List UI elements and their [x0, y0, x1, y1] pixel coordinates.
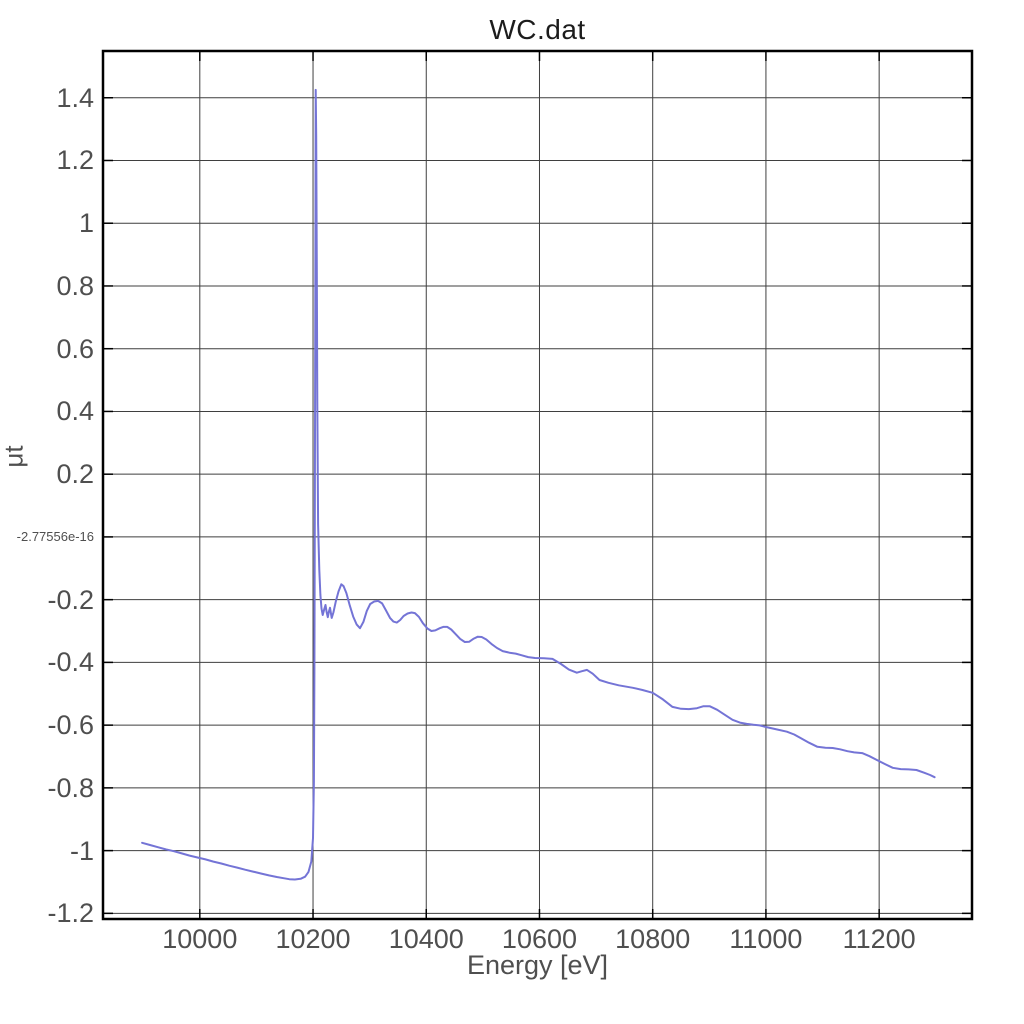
- x-tick-label: 11200: [842, 924, 916, 954]
- x-tick-label: 10600: [501, 924, 578, 954]
- y-tick-label: -2.77556e-16: [16, 528, 94, 544]
- x-tick-label: 10000: [162, 924, 238, 954]
- x-tick-label: 10200: [275, 924, 351, 954]
- x-tick-label: 11000: [729, 924, 803, 954]
- y-tick-label: 1: [78, 208, 94, 239]
- y-axis-title: μt: [0, 445, 29, 468]
- y-tick-label: 0.4: [56, 396, 94, 427]
- x-axis-title: Energy [eV]: [466, 950, 609, 980]
- x-tick-label: 10800: [615, 924, 691, 954]
- y-tick-label: -0.2: [47, 584, 94, 615]
- plot-border: [101, 49, 974, 921]
- y-tick-label: -1: [69, 835, 94, 866]
- y-tick-label: -1.2: [47, 898, 94, 929]
- x-tick-label: 10400: [388, 924, 464, 954]
- y-tick-label: -0.6: [47, 710, 94, 741]
- data-series-line: [141, 88, 936, 881]
- chart-title: WC.dat: [489, 14, 586, 45]
- y-tick-label: 0.2: [56, 459, 94, 490]
- y-tick-label: -0.8: [47, 772, 94, 803]
- y-tick-label: 1.4: [56, 82, 94, 113]
- y-tick-label: 1.2: [56, 145, 94, 176]
- y-tick-label: -0.4: [47, 647, 94, 678]
- y-tick-label: 0.6: [56, 333, 94, 364]
- y-tick-label: 0.8: [56, 270, 94, 301]
